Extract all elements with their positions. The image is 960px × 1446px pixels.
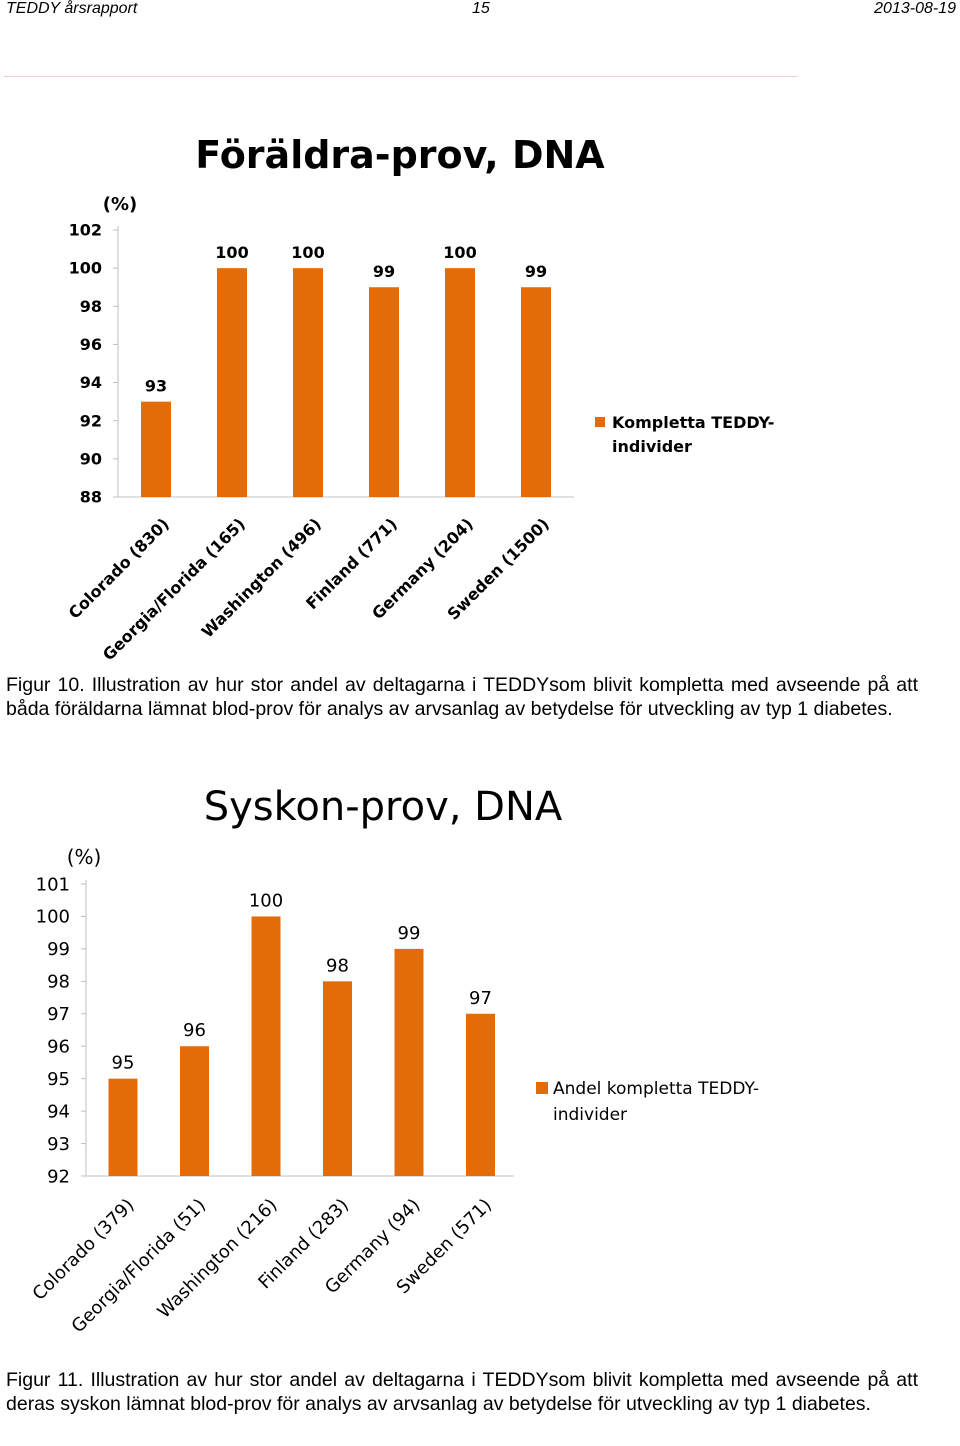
data-label: 100 (291, 243, 324, 262)
chart-title: Syskon-prov, DNA (204, 784, 563, 830)
data-label: 96 (183, 1020, 206, 1041)
legend-swatch (595, 417, 605, 427)
chart-legend: Kompletta TEDDY- individer (595, 413, 774, 456)
data-label: 95 (112, 1053, 135, 1074)
bar (323, 981, 352, 1176)
y-tick-label: 96 (47, 1037, 70, 1058)
bar (521, 287, 551, 497)
bar (141, 401, 171, 497)
legend-label-line-2: individer (553, 1105, 627, 1125)
y-tick-label: 98 (80, 297, 102, 316)
category-label: Washington (216) (154, 1195, 282, 1323)
header-report-title: TEDDY årsrapport (6, 0, 138, 17)
y-tick-label: 97 (47, 1004, 70, 1025)
legend-label-line-1: Andel kompletta TEDDY- (553, 1079, 759, 1099)
y-tick-label: 101 (36, 874, 70, 895)
chart-legend: Andel kompletta TEDDY- individer (536, 1079, 759, 1125)
y-tick-label: 102 (69, 221, 102, 240)
y-tick-label: 94 (47, 1101, 70, 1122)
data-label: 93 (145, 377, 167, 396)
y-axis-unit-label: (%) (67, 845, 102, 869)
y-tick-label: 99 (47, 939, 70, 960)
bar (108, 1078, 138, 1176)
category-label: Georgia/Florida (51) (68, 1195, 211, 1338)
header-rule (4, 76, 798, 77)
data-label: 99 (398, 923, 421, 944)
page-header: TEDDY årsrapport 15 2013-08-19 (0, 0, 960, 20)
legend-label-line-2: individer (612, 437, 692, 456)
y-tick-label: 96 (80, 335, 102, 354)
parent-sample-chart: Föräldra-prov, DNA (%) 88 90 92 94 96 98 100 10… (65, 133, 775, 664)
legend-swatch (536, 1082, 548, 1094)
bar (180, 1046, 209, 1176)
bar (251, 916, 281, 1176)
y-tick-label: 93 (47, 1134, 70, 1155)
data-label: 100 (249, 890, 283, 911)
y-tick-label: 92 (47, 1166, 70, 1187)
bar (394, 948, 424, 1176)
figure-10-caption: Figur 10. Illustration av hur stor andel… (6, 674, 918, 720)
y-tick-label: 98 (47, 972, 70, 993)
data-label: 99 (373, 262, 395, 281)
bar (293, 268, 323, 497)
data-label: 99 (525, 262, 547, 281)
header-date: 2013-08-19 (874, 0, 956, 17)
y-tick-label: 92 (80, 411, 102, 430)
bar (466, 1013, 495, 1176)
bar (445, 268, 475, 497)
y-tick-label: 90 (80, 449, 102, 468)
data-label: 100 (443, 243, 476, 262)
figure-11-caption: Figur 11. Illustration av hur stor andel… (6, 1369, 918, 1415)
header-page-number: 15 (472, 0, 490, 17)
data-label: 98 (326, 955, 349, 976)
legend-label-line-1: Kompletta TEDDY- (612, 413, 774, 432)
y-tick-label: 94 (80, 373, 102, 392)
data-label: 100 (215, 243, 248, 262)
chart-title: Föräldra-prov, DNA (195, 133, 605, 177)
y-tick-label: 100 (69, 259, 102, 278)
bar (369, 287, 399, 497)
y-tick-label: 95 (47, 1069, 70, 1090)
bar (217, 268, 247, 497)
y-tick-label: 100 (36, 907, 70, 928)
sibling-sample-chart: Syskon-prov, DNA (%) 92 93 94 95 96 97 98 99 100… (29, 784, 759, 1338)
category-label: Georgia/Florida (165) (99, 514, 249, 664)
y-tick-label: 88 (80, 488, 102, 507)
y-axis-unit-label: (%) (103, 194, 138, 215)
data-label: 97 (469, 988, 492, 1009)
